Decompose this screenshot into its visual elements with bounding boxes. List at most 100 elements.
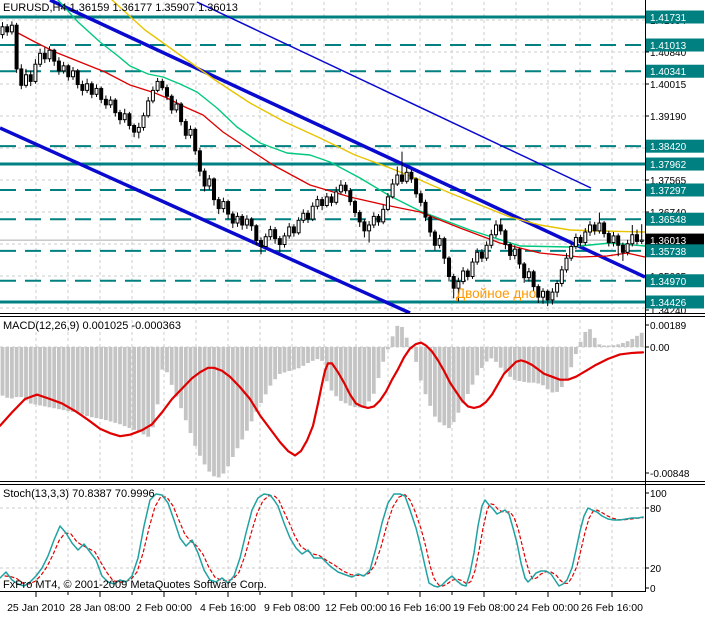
candle-body[interactable]: [545, 290, 550, 301]
candle-body[interactable]: [503, 230, 508, 245]
candle-body[interactable]: [620, 244, 625, 253]
level-price-box[interactable]: [646, 212, 704, 226]
candle-body[interactable]: [249, 218, 254, 227]
candle-body[interactable]: [85, 83, 90, 91]
candle-body[interactable]: [329, 196, 334, 203]
candle-body[interactable]: [212, 178, 216, 201]
level-price-box[interactable]: [646, 157, 704, 171]
candle-body[interactable]: [418, 193, 423, 203]
candle-body[interactable]: [146, 100, 151, 117]
candle-body[interactable]: [122, 113, 127, 121]
time-axis[interactable]: 25 Jan 2010 28 Jan 08:00 2 Feb 00:00 4 Feb …: [7, 592, 643, 614]
candle-body[interactable]: [343, 184, 348, 192]
trendline[interactable]: [196, 1, 592, 189]
candle-body[interactable]: [33, 63, 38, 82]
candle-body[interactable]: [221, 201, 226, 210]
candle-body[interactable]: [465, 270, 470, 277]
candle-body[interactable]: [99, 87, 104, 100]
candle-body[interactable]: [559, 269, 564, 285]
candle-body[interactable]: [127, 113, 132, 126]
candle-body[interactable]: [296, 219, 301, 234]
candle-body[interactable]: [89, 83, 94, 95]
candle-body[interactable]: [80, 84, 85, 91]
candle-body[interactable]: [564, 257, 569, 271]
main-chart-panel[interactable]: [0, 0, 645, 313]
candle-body[interactable]: [371, 215, 376, 226]
candle-body[interactable]: [193, 128, 198, 152]
candle-body[interactable]: [169, 95, 174, 111]
candle-body[interactable]: [470, 261, 475, 277]
candle-body[interactable]: [287, 226, 292, 237]
candle-body[interactable]: [263, 236, 268, 247]
candle-body[interactable]: [19, 68, 24, 86]
candle-body[interactable]: [254, 225, 259, 242]
level-price-box[interactable]: [646, 183, 704, 197]
candle-body[interactable]: [447, 257, 451, 277]
candle-body[interactable]: [268, 229, 273, 238]
candle-body[interactable]: [244, 218, 249, 226]
candle-body[interactable]: [155, 80, 160, 91]
candle-body[interactable]: [367, 224, 372, 232]
candle-body[interactable]: [179, 103, 184, 123]
candle-body[interactable]: [639, 239, 644, 242]
candle-body[interactable]: [479, 251, 484, 259]
candle-body[interactable]: [113, 99, 118, 114]
candle-body[interactable]: [5, 26, 10, 33]
candle-body[interactable]: [432, 231, 437, 246]
candle-body[interactable]: [602, 222, 607, 235]
candle-body[interactable]: [597, 222, 602, 232]
candle-body[interactable]: [56, 60, 61, 72]
candle-body[interactable]: [226, 201, 231, 215]
candle-body[interactable]: [118, 112, 122, 121]
candle-body[interactable]: [376, 215, 381, 223]
candle-body[interactable]: [357, 212, 362, 223]
candle-body[interactable]: [103, 98, 108, 106]
candle-body[interactable]: [188, 128, 193, 136]
candle-body[interactable]: [630, 234, 635, 245]
candle-body[interactable]: [526, 271, 531, 279]
candle-body[interactable]: [461, 270, 466, 283]
candle-body[interactable]: [38, 52, 43, 65]
trendline[interactable]: [49, 0, 645, 279]
candle-body[interactable]: [569, 245, 574, 259]
candle-body[interactable]: [437, 238, 442, 246]
stoch-panel[interactable]: [0, 488, 645, 590]
candle-body[interactable]: [230, 213, 235, 224]
level-price-box[interactable]: [646, 10, 704, 24]
candle-body[interactable]: [136, 126, 141, 133]
trendline[interactable]: [0, 126, 411, 313]
candle-body[interactable]: [536, 286, 541, 298]
candle-body[interactable]: [259, 240, 263, 247]
candle-body[interactable]: [578, 236, 583, 244]
candle-body[interactable]: [324, 196, 329, 206]
candle-body[interactable]: [183, 121, 188, 136]
candle-body[interactable]: [616, 235, 621, 246]
candle-body[interactable]: [334, 191, 339, 203]
current-price-box[interactable]: [646, 233, 704, 247]
candle-body[interactable]: [197, 150, 202, 172]
candle-body[interactable]: [94, 87, 99, 95]
candle-body[interactable]: [390, 183, 395, 198]
candle-body[interactable]: [174, 103, 179, 111]
candle-body[interactable]: [494, 224, 498, 236]
candle-body[interactable]: [0, 26, 5, 36]
candle-body[interactable]: [395, 174, 400, 185]
candle-body[interactable]: [508, 243, 513, 256]
candle-body[interactable]: [282, 235, 287, 245]
candle-body[interactable]: [400, 174, 404, 182]
candle-body[interactable]: [409, 171, 414, 180]
candle-body[interactable]: [414, 178, 419, 195]
candle-body[interactable]: [207, 178, 212, 187]
candle-body[interactable]: [108, 99, 113, 106]
candle-body[interactable]: [404, 171, 409, 182]
candle-body[interactable]: [588, 224, 592, 233]
candle-body[interactable]: [592, 224, 597, 232]
candle-body[interactable]: [277, 238, 282, 245]
candle-body[interactable]: [442, 238, 447, 259]
candle-body[interactable]: [611, 235, 616, 244]
price-axis[interactable]: 1.416541.408401.400151.391901.375651.367…: [645, 10, 704, 596]
candle-body[interactable]: [160, 80, 165, 89]
candle-body[interactable]: [141, 115, 146, 128]
level-price-box[interactable]: [646, 139, 704, 153]
level-price-box[interactable]: [646, 274, 704, 288]
